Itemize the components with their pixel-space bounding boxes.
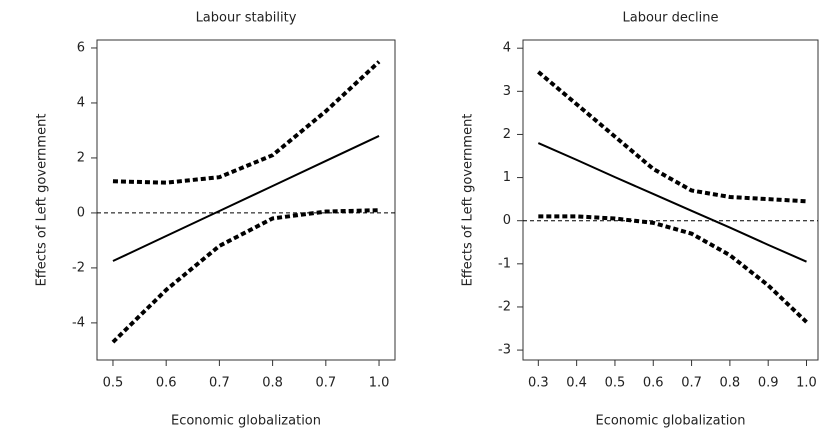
y-tick-label: 2 <box>77 150 85 165</box>
x-axis-label: Economic globalization <box>171 414 321 429</box>
y-tick-label: 0 <box>77 205 85 220</box>
confidence-bound <box>537 70 807 204</box>
x-tick-label: 1.0 <box>369 376 390 391</box>
x-axis-label: Economic globalization <box>595 414 745 429</box>
y-axis-label: Effects of Left government <box>35 114 50 287</box>
confidence-bound <box>112 60 381 185</box>
x-tick-label: 0.6 <box>156 376 177 391</box>
y-tick-label: 6 <box>77 40 85 55</box>
x-tick-label: 0.5 <box>103 376 124 391</box>
confidence-bound <box>111 208 380 344</box>
chart-title: Labour decline <box>623 11 719 26</box>
x-tick-label: 0.7 <box>209 376 230 391</box>
x-tick-label: 0.7 <box>315 376 336 391</box>
y-axis-label: Effects of Left government <box>461 114 476 287</box>
x-tick-label: 0.8 <box>720 376 741 391</box>
y-tick-label: 2 <box>503 127 511 142</box>
y-tick-label: -2 <box>498 299 511 314</box>
confidence-bound <box>538 214 808 324</box>
x-tick-label: 0.4 <box>566 376 587 391</box>
x-tick-label: 0.6 <box>643 376 664 391</box>
x-tick-label: 0.7 <box>681 376 702 391</box>
y-tick-label: 3 <box>503 84 511 99</box>
y-tick-label: 4 <box>503 41 511 56</box>
y-tick-label: -4 <box>72 315 85 330</box>
chart-title: Labour stability <box>196 11 297 26</box>
x-tick-label: 0.8 <box>262 376 283 391</box>
plot-frame <box>96 39 396 361</box>
y-tick-label: 0 <box>503 213 511 228</box>
y-tick-label: 1 <box>503 170 511 185</box>
y-tick-label: -1 <box>498 256 511 271</box>
effect-line <box>537 142 807 263</box>
x-tick-label: 1.0 <box>796 376 817 391</box>
y-tick-label: -2 <box>72 260 85 275</box>
x-tick-label: 0.9 <box>758 376 779 391</box>
effect-line <box>112 135 380 262</box>
y-tick-label: -3 <box>498 343 511 358</box>
x-tick-label: 0.3 <box>528 376 549 391</box>
x-tick-label: 0.5 <box>605 376 626 391</box>
plot-frame <box>522 39 819 361</box>
y-tick-label: 4 <box>77 95 85 110</box>
